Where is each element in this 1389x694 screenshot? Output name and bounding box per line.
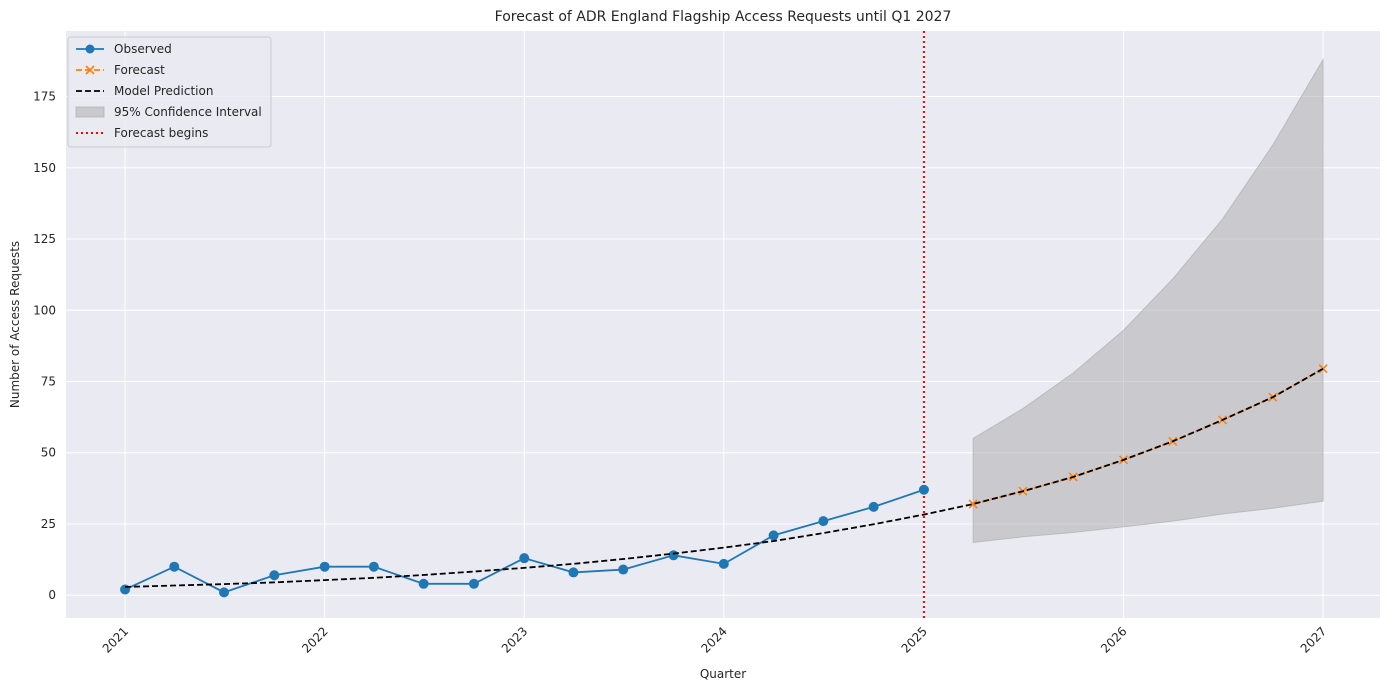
x-tick-label: 2022 xyxy=(299,624,330,655)
confidence-band xyxy=(972,57,1324,544)
series xyxy=(120,364,1328,598)
x-tick-label: 2024 xyxy=(698,624,729,655)
legend-label-ci: 95% Confidence Interval xyxy=(114,105,262,119)
y-tick-label: 0 xyxy=(48,588,56,602)
legend-label-forecast: Forecast xyxy=(114,63,165,77)
forecast-point xyxy=(1318,364,1328,374)
observed-point xyxy=(668,550,679,561)
legend-label-model: Model Prediction xyxy=(114,84,213,98)
observed-point xyxy=(818,516,829,527)
observed-point xyxy=(718,558,729,569)
x-tick-label: 2027 xyxy=(1298,624,1329,655)
y-tick-label: 75 xyxy=(41,374,56,388)
y-tick-label: 125 xyxy=(33,232,56,246)
x-tick-label: 2026 xyxy=(1098,624,1129,655)
observed-point xyxy=(418,578,429,589)
observed-point xyxy=(918,484,929,495)
observed-point xyxy=(568,567,579,578)
observed-point xyxy=(468,578,479,589)
x-tick-label: 2021 xyxy=(100,624,131,655)
y-tick-label: 175 xyxy=(33,90,56,104)
y-tick-label: 100 xyxy=(33,303,56,317)
legend: Observed Forecast Model Prediction 95% Conf… xyxy=(67,36,272,148)
observed-point xyxy=(319,561,330,572)
forecast-point xyxy=(968,499,978,509)
legend-label-vline: Forecast begins xyxy=(114,126,208,140)
legend-handle-observed xyxy=(76,44,104,54)
x-tick-label: 2025 xyxy=(899,624,930,655)
y-tick-label: 25 xyxy=(41,517,56,531)
observed-point xyxy=(868,501,879,512)
x-axis-label: Quarter xyxy=(700,667,746,681)
legend-handle-forecast xyxy=(76,65,104,75)
model-prediction-line xyxy=(125,367,1324,588)
observed-point xyxy=(269,570,280,581)
observed-point xyxy=(768,530,779,541)
observed-point xyxy=(519,553,530,564)
y-axis-label: Number of Access Requests xyxy=(8,241,22,408)
chart-title: Forecast of ADR England Flagship Access … xyxy=(495,9,952,25)
y-tick-label: 150 xyxy=(33,161,56,175)
legend-box xyxy=(67,36,272,148)
observed-point xyxy=(368,561,379,572)
confidence-interval xyxy=(972,57,1324,544)
observed-point xyxy=(169,561,180,572)
y-tick-label: 50 xyxy=(41,446,56,460)
legend-label-observed: Observed xyxy=(114,42,172,56)
observed-point xyxy=(618,564,629,575)
observed-point xyxy=(219,587,230,598)
x-tick-label: 2023 xyxy=(499,624,530,655)
legend-handle-ci xyxy=(75,106,105,118)
